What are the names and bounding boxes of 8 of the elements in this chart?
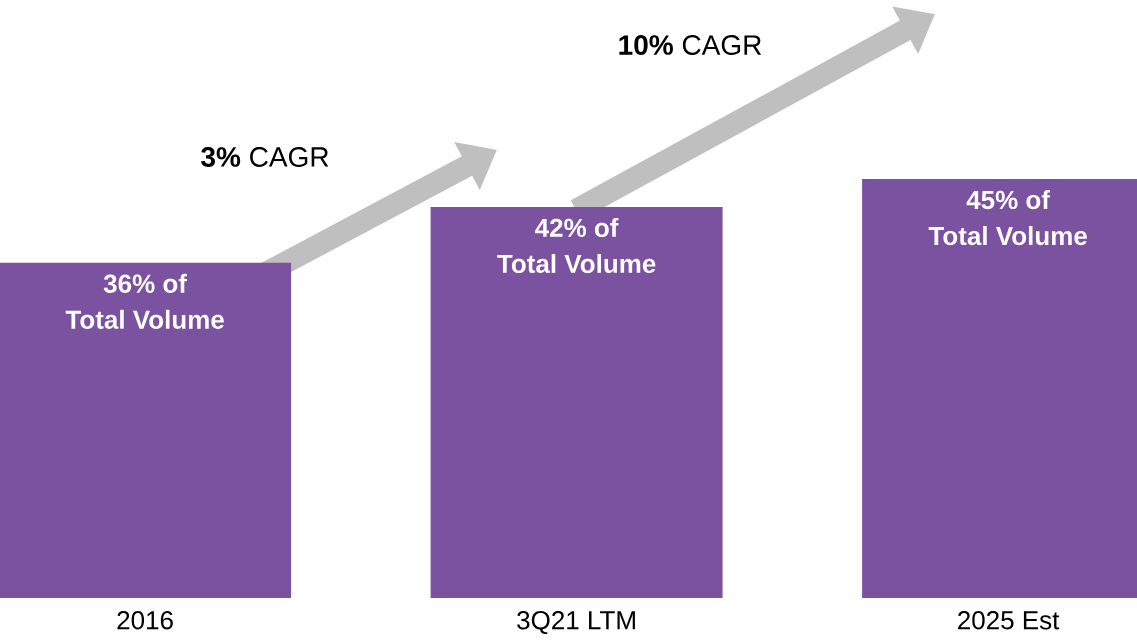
data-label: 42% of Total Volume [497, 217, 656, 274]
text: 3% CAGR [201, 147, 329, 167]
x-tick-label: 2025 Est [958, 611, 1060, 630]
x-tick-label: 2016 [117, 611, 173, 630]
data-label: 45% of Total Volume [928, 190, 1087, 246]
text: 10% CAGR [619, 35, 762, 55]
data-label: 36% of Total Volume [65, 273, 224, 329]
x-tick-label: 3Q21 LTM [517, 611, 635, 635]
